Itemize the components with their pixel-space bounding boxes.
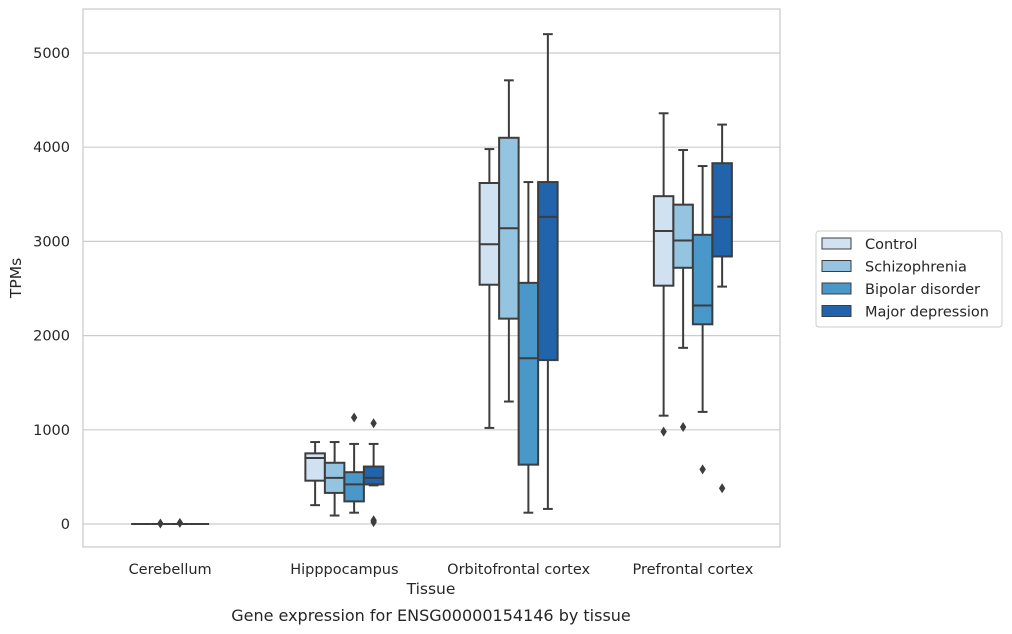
y-tick-label: 5000 bbox=[33, 46, 70, 62]
y-axis-label: TPMs bbox=[7, 258, 25, 299]
box-iqr bbox=[537, 181, 559, 362]
outlier-marker bbox=[350, 412, 358, 423]
plot-frame bbox=[82, 8, 781, 548]
y-tick-label: 0 bbox=[61, 517, 70, 533]
outlier-marker bbox=[157, 518, 164, 529]
box-iqr bbox=[517, 281, 540, 466]
gridlines bbox=[83, 52, 780, 525]
outlier-marker bbox=[660, 426, 667, 437]
chart-caption: Gene expression for ENSG00000154146 by t… bbox=[231, 606, 631, 625]
box-iqr bbox=[672, 203, 694, 269]
box-0-1 bbox=[150, 518, 171, 529]
box-2-0 bbox=[478, 148, 501, 429]
box-iqr bbox=[711, 162, 733, 258]
y-tick-label: 3000 bbox=[33, 234, 70, 250]
outlier-marker bbox=[718, 483, 726, 494]
box-1-0 bbox=[304, 441, 326, 507]
box-2-2 bbox=[517, 181, 540, 514]
box-2-1 bbox=[498, 79, 520, 403]
y-tick-labels: 0 1000 2000 3000 4000 5000 bbox=[33, 46, 70, 533]
box-3-3 bbox=[711, 123, 733, 494]
box-3-0 bbox=[652, 112, 675, 437]
y-tick-label: 2000 bbox=[33, 329, 70, 345]
legend-label: Major depression bbox=[865, 305, 989, 321]
box-iqr bbox=[343, 471, 365, 503]
box-iqr bbox=[478, 181, 501, 286]
x-tick-labels: Cerebellum Hipppocampus Orbitofrontal cort… bbox=[129, 562, 754, 578]
legend-swatch bbox=[821, 305, 852, 317]
box-iqr bbox=[691, 233, 714, 326]
x-tick-label: Cerebellum bbox=[129, 562, 212, 578]
box-iqr bbox=[652, 195, 675, 287]
legend-label: Schizophrenia bbox=[865, 260, 967, 276]
legend-swatch bbox=[821, 260, 852, 272]
y-tick-label: 1000 bbox=[33, 423, 70, 439]
box-0-2 bbox=[170, 517, 190, 528]
outlier-marker bbox=[370, 517, 377, 528]
box-3-1 bbox=[672, 149, 694, 432]
box-1-2 bbox=[343, 412, 365, 514]
box-1-3 bbox=[362, 418, 385, 528]
outlier-marker bbox=[176, 517, 184, 528]
x-tick-label: Prefrontal cortex bbox=[632, 562, 753, 578]
legend-swatch bbox=[821, 282, 852, 295]
x-tick-label: Orbitofrontal cortex bbox=[447, 562, 590, 578]
x-axis-label: Tissue bbox=[406, 580, 456, 598]
box-2-3 bbox=[537, 33, 559, 510]
box-3-2 bbox=[691, 165, 714, 475]
legend-label: Control bbox=[865, 237, 917, 253]
box-1-1 bbox=[323, 441, 346, 517]
outlier-marker bbox=[370, 418, 377, 429]
box-plot-marks bbox=[131, 33, 733, 529]
outlier-marker bbox=[699, 464, 706, 475]
legend-label: Bipolar disorder bbox=[865, 282, 980, 298]
outlier-marker bbox=[679, 421, 687, 432]
legend-swatch bbox=[821, 237, 852, 250]
box-iqr bbox=[362, 465, 385, 486]
y-tick-label: 4000 bbox=[33, 140, 70, 156]
x-tick-label: Hipppocampus bbox=[290, 562, 398, 578]
legend: Control Schizophrenia Bipolar disorder Majo… bbox=[815, 230, 1003, 328]
legend-frame bbox=[815, 230, 1003, 328]
